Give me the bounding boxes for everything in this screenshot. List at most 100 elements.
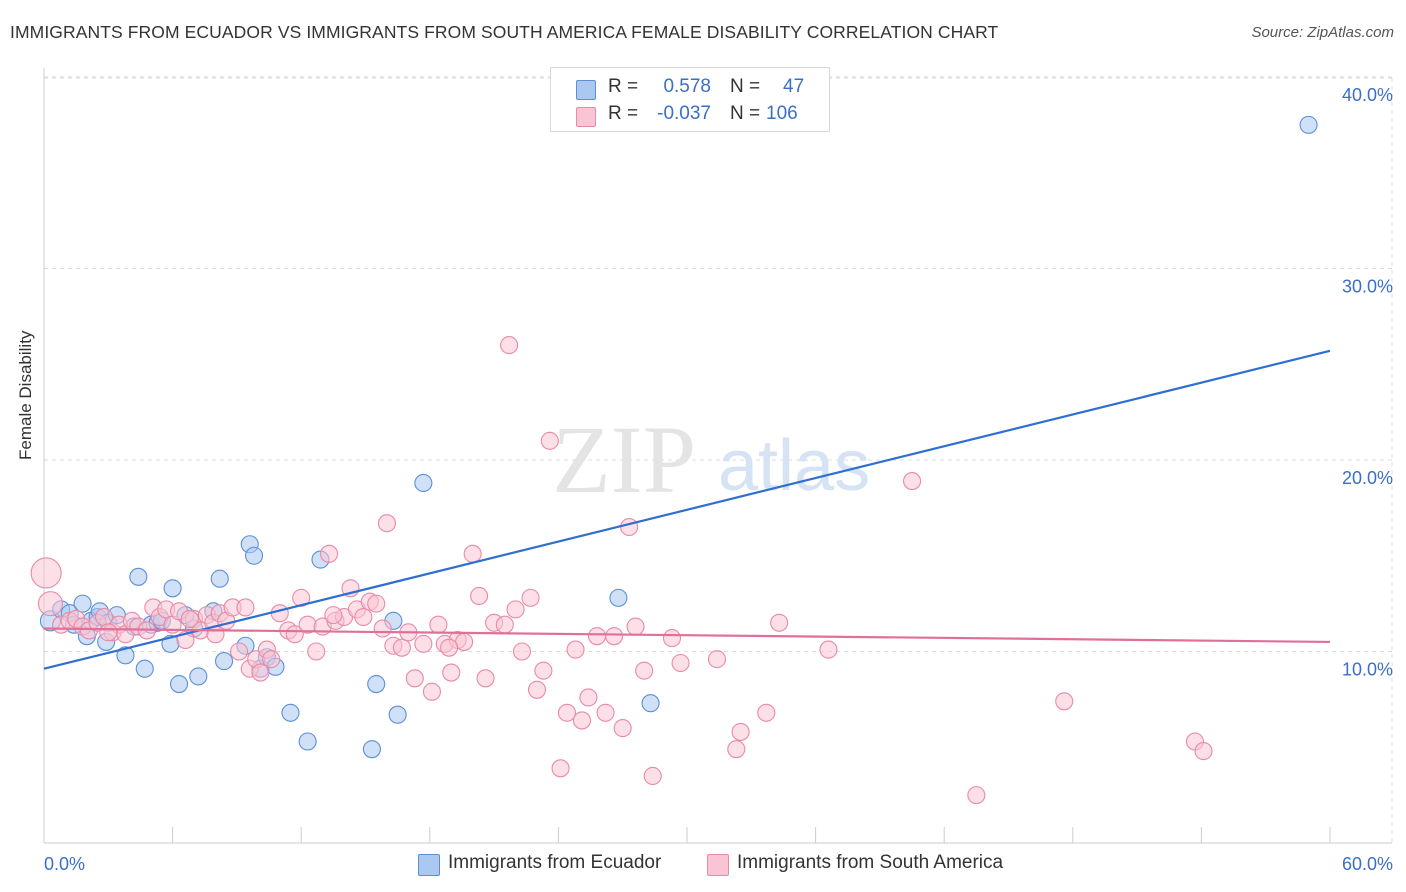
data-point: [414, 473, 433, 493]
data-point: [270, 604, 289, 623]
watermark: ZIP atlas: [552, 406, 870, 513]
data-point: [613, 719, 632, 738]
data-point: [214, 652, 234, 671]
data-point: [367, 675, 386, 694]
bottom-legend-label-ecuador: Immigrants from Ecuador: [448, 852, 662, 873]
data-points: [30, 115, 1318, 805]
data-point: [244, 546, 264, 565]
legend-n-value: 106: [766, 103, 798, 124]
data-point: [455, 632, 474, 651]
legend-n-label: N =: [730, 103, 761, 124]
data-point: [819, 640, 838, 659]
data-point: [512, 642, 532, 661]
data-point: [262, 650, 281, 669]
data-point: [470, 586, 489, 606]
data-point: [967, 786, 986, 805]
data-point: [354, 607, 373, 627]
data-point: [414, 634, 433, 653]
correlation-legend: R = 0.578 N = 47 R = -0.037 N = 106: [550, 67, 830, 132]
data-point: [388, 705, 407, 724]
data-point: [229, 642, 249, 661]
data-point: [1055, 692, 1074, 711]
y-tick-label: 30.0%: [1342, 277, 1393, 297]
data-point: [902, 472, 922, 491]
data-point: [236, 598, 255, 617]
data-point: [307, 642, 326, 661]
data-point: [506, 600, 525, 619]
data-point: [30, 557, 62, 589]
data-point: [641, 694, 660, 713]
legend-n-label: N =: [730, 76, 761, 97]
x-tick-label: 60.0%: [1342, 854, 1393, 874]
data-point: [609, 588, 628, 607]
legend-r-value: -0.037: [657, 103, 711, 124]
trend-line: [43, 627, 1331, 644]
legend-n-value: 47: [783, 76, 805, 97]
data-point: [596, 703, 615, 722]
y-tick-label: 40.0%: [1342, 85, 1393, 105]
data-point: [324, 606, 343, 625]
bottom-legend-label-south-america: Immigrants from South America: [737, 852, 1004, 873]
data-point: [362, 740, 381, 759]
data-point: [94, 607, 114, 627]
data-point: [251, 663, 270, 682]
data-point: [770, 613, 789, 632]
watermark-zip: ZIP: [552, 406, 696, 513]
data-point: [707, 650, 727, 669]
data-point: [292, 588, 311, 607]
data-point: [551, 759, 570, 778]
axes: [43, 68, 1392, 844]
data-point: [73, 594, 92, 613]
data-point: [37, 591, 63, 617]
x-tick-label: 0.0%: [44, 854, 85, 874]
data-point: [662, 629, 682, 648]
y-axis-label: Female Disability: [16, 330, 35, 460]
source-label: Source: ZipAtlas.com: [1251, 24, 1394, 41]
data-point: [534, 661, 553, 680]
data-point: [605, 627, 624, 646]
data-point: [163, 579, 182, 598]
data-point: [1194, 742, 1213, 761]
legend-r-label: R =: [608, 103, 639, 124]
data-point: [566, 640, 585, 659]
data-point: [671, 653, 690, 673]
data-point: [189, 667, 208, 686]
data-point: [405, 669, 424, 688]
bottom-legend-swatch-ecuador: [418, 854, 440, 876]
data-point: [392, 638, 411, 657]
legend-row-south-america: R = -0.037 N = 106: [551, 103, 829, 129]
bottom-legend-swatch-south-america: [707, 854, 729, 876]
data-point: [731, 722, 750, 741]
legend-r-value: 0.578: [663, 76, 711, 97]
chart-title: IMMIGRANTS FROM ECUADOR VS IMMIGRANTS FR…: [10, 22, 999, 42]
data-point: [579, 688, 598, 707]
legend-r-label: R =: [608, 76, 639, 97]
data-point: [298, 732, 317, 751]
data-point: [572, 711, 592, 730]
data-point: [99, 623, 118, 642]
legend-swatch-ecuador: [576, 80, 596, 100]
data-point: [620, 517, 639, 537]
watermark-atlas: atlas: [718, 426, 870, 506]
data-point: [527, 680, 547, 699]
data-point: [320, 544, 339, 563]
data-point: [463, 544, 482, 563]
tick-labels: 10.0% 20.0% 30.0% 40.0% 0.0% 60.0%: [44, 85, 1393, 874]
data-point: [757, 703, 776, 722]
data-point: [727, 740, 746, 759]
data-point: [116, 646, 135, 665]
data-point: [377, 514, 396, 533]
data-point: [442, 663, 461, 682]
data-point: [1299, 115, 1318, 134]
data-point: [476, 669, 495, 688]
data-point: [440, 638, 459, 657]
data-point: [169, 675, 189, 694]
data-point: [129, 567, 148, 586]
data-point: [540, 431, 559, 450]
data-point: [373, 619, 392, 638]
data-point: [626, 617, 645, 636]
data-point: [587, 627, 607, 646]
legend-swatch-south-america: [576, 107, 596, 127]
trend-line: [43, 349, 1331, 670]
